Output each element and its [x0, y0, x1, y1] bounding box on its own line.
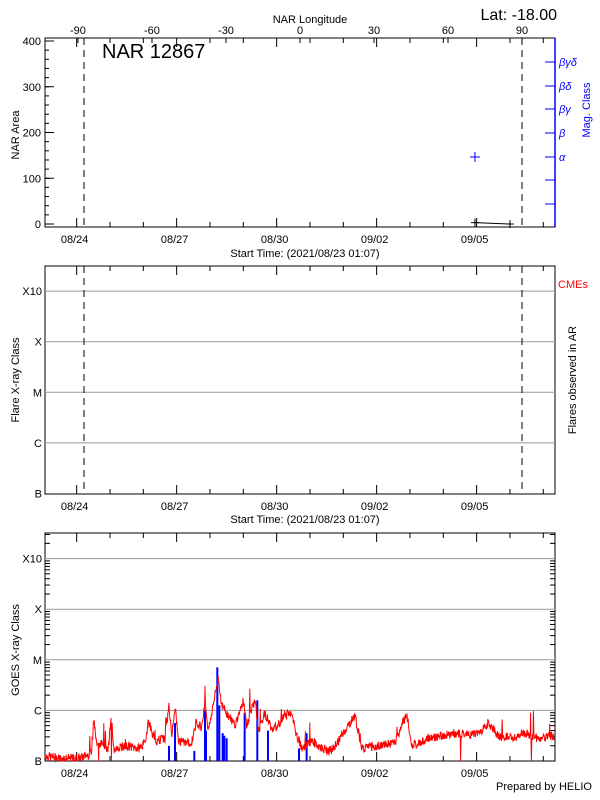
y-tick-label: C: [34, 705, 42, 717]
x-tick-label: 08/24: [61, 768, 89, 780]
y-tick-label: 300: [23, 82, 41, 94]
x-tick-label: 08/30: [261, 768, 289, 780]
lon-tick-label: 90: [516, 25, 528, 37]
x-tick-label: 08/27: [161, 234, 189, 246]
panel-frame-1: [44, 265, 556, 495]
y-tick-label: B: [35, 756, 42, 768]
panel-frame-2: [44, 532, 556, 762]
start-time-label: Start Time: (2021/08/23 01:07): [230, 248, 379, 260]
y-tick-label: C: [34, 438, 42, 450]
start-time-label: Start Time: (2021/08/23 01:07): [230, 514, 379, 526]
y-tick-label: 400: [23, 36, 41, 48]
x-tick-label: 09/02: [361, 234, 389, 246]
mag-class-point: [469, 152, 480, 162]
area-point: [470, 218, 479, 227]
area-axis-title: NAR Area: [10, 110, 22, 160]
x-tick-label: 09/02: [361, 768, 389, 780]
y-tick-label: B: [35, 489, 42, 501]
lon-tick-label: -60: [144, 25, 160, 37]
x-tick-label: 08/24: [61, 501, 89, 513]
mag-class-label: β: [558, 128, 566, 140]
lon-tick-label: -30: [218, 25, 234, 37]
mag-class-label: βγ: [558, 104, 572, 116]
lon-tick-label: 60: [442, 25, 454, 37]
y-tick-label: X: [35, 337, 43, 349]
area-point: [505, 220, 514, 228]
flare-class-axis-title: Flare X-ray Class: [10, 337, 22, 422]
x-tick-label: 09/02: [361, 501, 389, 513]
y-tick-label: X10: [22, 286, 42, 298]
flares-observed-axis-title: Flares observed in AR: [567, 326, 579, 434]
y-tick-label: 100: [23, 173, 41, 185]
region-label: NAR 12867: [102, 41, 205, 63]
footer-credit: Prepared by HELIO: [496, 781, 592, 793]
x-tick-label: 08/30: [261, 501, 289, 513]
mag-class-label: βγδ: [558, 57, 578, 69]
x-tick-label: 08/27: [161, 501, 189, 513]
x-tick-label: 08/24: [61, 234, 89, 246]
lon-tick-label: 30: [368, 25, 380, 37]
lon-tick-label: 0: [297, 25, 303, 37]
x-tick-label: 08/30: [261, 234, 289, 246]
mag-class-axis-title: Mag. Class: [581, 82, 593, 138]
mag-class-label: α: [559, 152, 566, 164]
top-axis-title: NAR Longitude: [273, 14, 348, 26]
x-tick-label: 09/05: [461, 501, 489, 513]
latitude-label: Lat: -18.00: [481, 7, 558, 24]
goes-xray-curve: [44, 676, 555, 763]
x-tick-label: 08/27: [161, 768, 189, 780]
y-tick-label: 0: [35, 219, 41, 231]
y-tick-label: X: [35, 604, 43, 616]
y-tick-label: M: [33, 655, 42, 667]
x-tick-label: 09/05: [461, 234, 489, 246]
x-tick-label: 09/05: [461, 768, 489, 780]
goes-axis-title: GOES X-ray Class: [10, 604, 22, 696]
y-tick-label: M: [33, 387, 42, 399]
mag-class-label: βδ: [558, 81, 572, 93]
area-series-line: [474, 222, 510, 225]
lon-tick-label: -90: [70, 25, 86, 37]
y-tick-label: 200: [23, 128, 41, 140]
y-tick-label: X10: [22, 554, 42, 566]
panel-frame-0: [44, 37, 556, 228]
cme-legend: CMEs: [558, 279, 588, 291]
